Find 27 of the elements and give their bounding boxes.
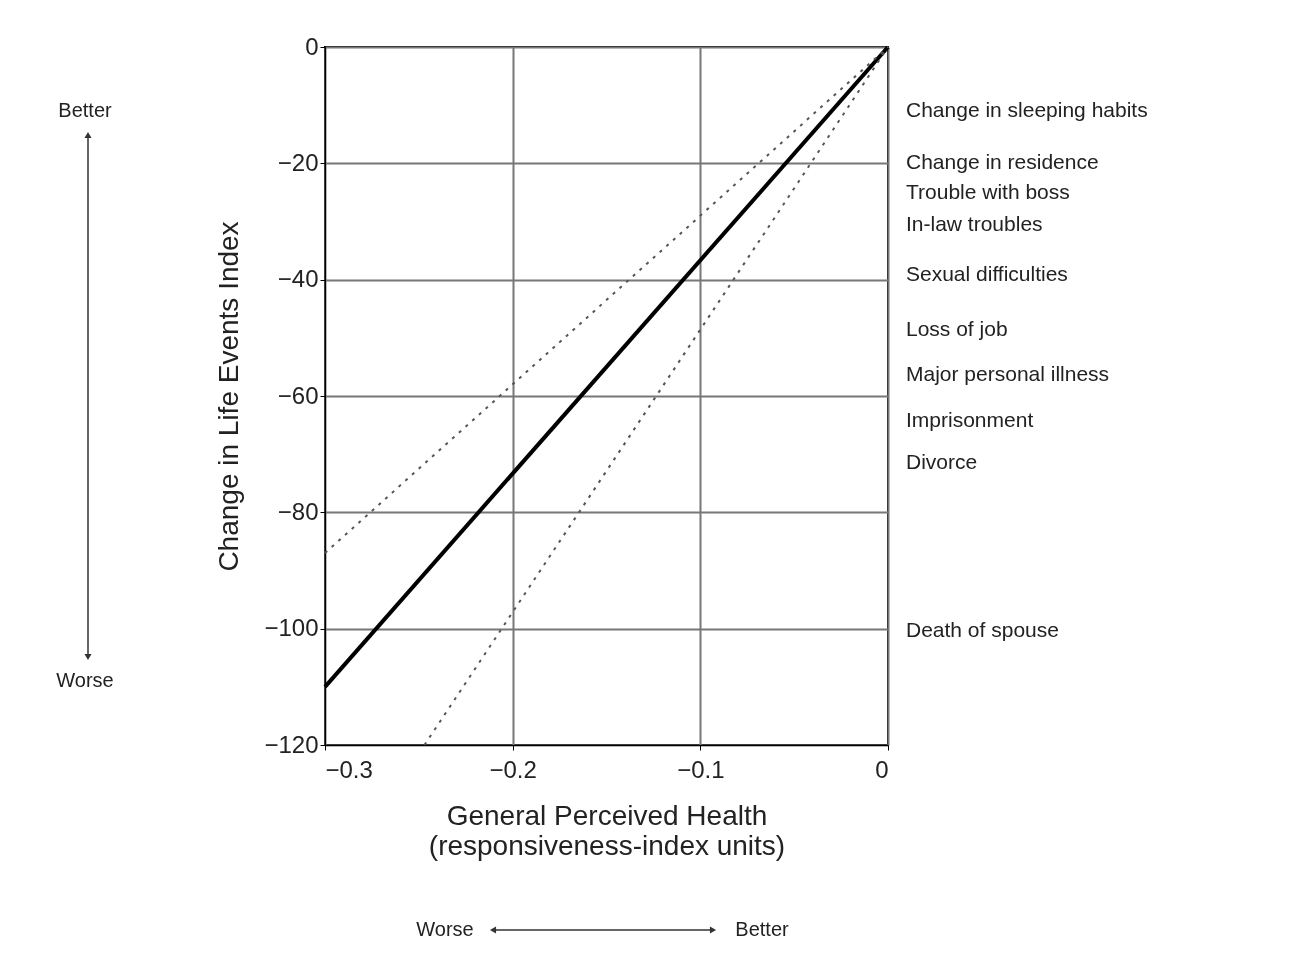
y-tick-label: −120 xyxy=(264,730,319,758)
y-axis-title: Change in Life Events Index xyxy=(213,221,245,572)
text: Major personal illness xyxy=(906,362,1110,385)
x-tick-label: −0.1 xyxy=(677,755,725,783)
y-tick-label: −80 xyxy=(277,497,319,525)
text: Change in sleeping habits xyxy=(906,98,1148,121)
text: Sexual difficulties xyxy=(906,262,1068,285)
text: Trouble with boss xyxy=(906,180,1070,203)
text: Better xyxy=(735,918,790,940)
text: Better xyxy=(58,99,113,121)
text: Worse xyxy=(416,918,474,940)
y-tick-label: −40 xyxy=(277,265,319,293)
text: Change in residence xyxy=(906,150,1099,173)
y-tick-label: −100 xyxy=(264,614,319,642)
x-tick-label: 0 xyxy=(875,755,889,783)
y-tick-label: −20 xyxy=(277,148,319,176)
text: In-law troubles xyxy=(906,212,1043,235)
text: Imprisonment xyxy=(906,408,1034,431)
x-tick-label: −0.2 xyxy=(489,755,537,783)
text: Worse xyxy=(56,669,114,691)
y-tick-label: −60 xyxy=(277,381,319,409)
text: Divorce xyxy=(906,450,978,473)
y-tick-label: 0 xyxy=(305,32,319,60)
x-tick-label: −0.3 xyxy=(325,755,373,783)
text: Death of spouse xyxy=(906,618,1059,641)
x-axis-title: General Perceived Health (responsiveness-index units) xyxy=(428,799,786,861)
text: Loss of job xyxy=(906,317,1008,340)
